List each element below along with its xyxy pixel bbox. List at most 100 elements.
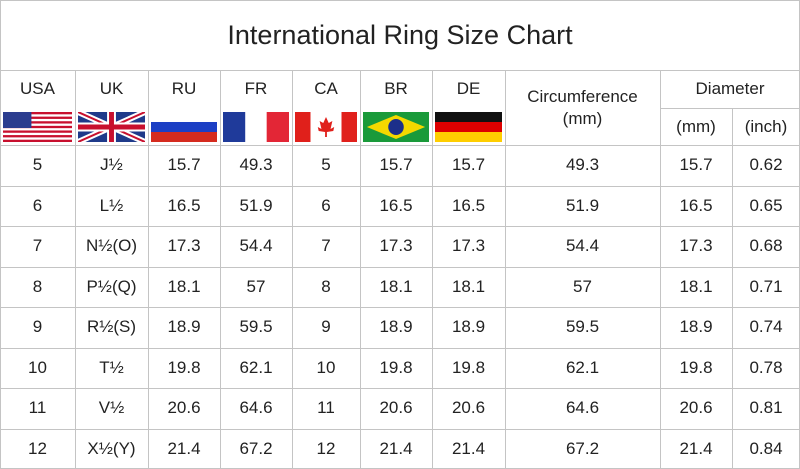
table-cell: 6 xyxy=(321,195,331,215)
table-cell: 18.9 xyxy=(451,317,486,337)
flag-graphic xyxy=(295,112,357,142)
table-cell: 0.65 xyxy=(749,195,783,215)
column-header: UK xyxy=(99,79,124,98)
grid-line xyxy=(0,307,800,308)
grid-line xyxy=(292,70,293,469)
column-header: Circumference (mm) xyxy=(505,70,660,145)
table-cell: 19.8 xyxy=(451,357,486,377)
table-cell: 9 xyxy=(32,317,43,337)
title: International Ring Size Chart xyxy=(227,19,573,50)
grid-line xyxy=(0,145,800,146)
table-cell: 0.71 xyxy=(749,276,783,296)
table-cell: 0.81 xyxy=(749,398,783,418)
column-header: RU xyxy=(171,79,197,98)
grid-line xyxy=(0,185,800,187)
grid-line xyxy=(0,226,800,227)
table-cell: J½ xyxy=(100,155,123,175)
flag-graphic xyxy=(363,112,429,142)
flag-graphic xyxy=(76,109,147,145)
table-cell: 17.3 xyxy=(167,236,201,256)
flag xyxy=(363,112,429,142)
table-cell: 20.6 xyxy=(167,398,201,418)
table-cell: 0.78 xyxy=(749,357,783,377)
table-cell: V½ xyxy=(98,398,125,418)
table-cell: 20.6 xyxy=(451,398,486,418)
table-cell: 19.8 xyxy=(679,357,713,377)
table-cell: 17.3 xyxy=(451,236,486,256)
table-cell: 9 xyxy=(321,317,331,337)
table-cell: 18.9 xyxy=(679,317,713,337)
table-cell: 0.74 xyxy=(749,317,783,337)
flag xyxy=(435,112,502,142)
flag xyxy=(223,112,289,142)
grid-line xyxy=(0,428,800,430)
grid-line xyxy=(148,70,149,469)
table-cell: 15.7 xyxy=(451,155,486,175)
grid-line xyxy=(0,388,800,389)
table-cell: 12 xyxy=(316,438,336,458)
column-header: FR xyxy=(244,79,268,98)
table-cell: 67.2 xyxy=(565,438,600,458)
table-cell: 18.1 xyxy=(379,276,413,296)
table-cell: 7 xyxy=(321,236,331,256)
table-cell: 18.9 xyxy=(379,317,413,337)
table-cell: 17.3 xyxy=(679,236,713,256)
table-cell: 21.4 xyxy=(167,438,201,458)
column-header: Diameter xyxy=(695,79,765,98)
table-cell: 51.9 xyxy=(565,195,600,215)
grid-line xyxy=(505,70,506,469)
grid-line xyxy=(220,70,221,469)
table-cell: 19.8 xyxy=(379,357,413,377)
table-cell: 18.1 xyxy=(167,276,201,296)
column-subheader: (mm) xyxy=(676,116,716,136)
table-cell: 18.9 xyxy=(167,317,201,337)
table-cell: 49.3 xyxy=(239,155,273,175)
table-cell: 10 xyxy=(316,357,336,377)
table-cell: 12 xyxy=(28,438,47,458)
grid-line xyxy=(0,70,800,71)
table-cell: 54.4 xyxy=(239,236,273,256)
table-cell: 5 xyxy=(32,155,43,175)
table-cell: 11 xyxy=(317,398,335,418)
table-cell: 16.5 xyxy=(379,195,413,215)
column-header: DE xyxy=(456,79,481,98)
flag-graphic xyxy=(223,112,289,142)
table-cell: 49.3 xyxy=(565,155,600,175)
table-cell: 21.4 xyxy=(679,438,713,458)
table-cell: 8 xyxy=(32,276,43,296)
header-line: (mm) xyxy=(562,108,603,128)
table-cell: 16.5 xyxy=(679,195,713,215)
table-cell: T½ xyxy=(99,357,124,377)
table-cell: 64.6 xyxy=(565,398,600,418)
table-cell: 0.68 xyxy=(749,236,783,256)
table-cell: P½(Q) xyxy=(86,276,137,296)
table-cell: 57 xyxy=(573,276,592,296)
table-cell: 6 xyxy=(32,195,43,215)
table-cell: 21.4 xyxy=(451,438,486,458)
column-header: USA xyxy=(20,79,55,98)
table-cell: 67.2 xyxy=(239,438,273,458)
column-header: BR xyxy=(384,79,408,98)
table-cell: 7 xyxy=(32,236,43,256)
grid-line xyxy=(660,108,800,109)
table-cell: 59.5 xyxy=(565,317,600,337)
grid-line xyxy=(75,70,76,469)
table-cell: 64.6 xyxy=(239,398,273,418)
flag xyxy=(151,112,217,142)
column-header: CA xyxy=(314,79,338,98)
flag xyxy=(3,112,72,142)
table-cell: R½(S) xyxy=(86,317,137,337)
table-cell: 62.1 xyxy=(239,357,273,377)
flag-graphic xyxy=(151,112,217,142)
grid-line xyxy=(0,0,1,469)
table-cell: 18.1 xyxy=(451,276,486,296)
grid-line xyxy=(432,70,433,469)
table-cell: 15.7 xyxy=(679,155,713,175)
flag xyxy=(295,112,357,142)
table-cell: 54.4 xyxy=(565,236,600,256)
grid-line xyxy=(660,70,661,469)
table-cell: 0.84 xyxy=(749,438,783,458)
table-cell: 59.5 xyxy=(239,317,273,337)
grid-line xyxy=(0,266,800,268)
